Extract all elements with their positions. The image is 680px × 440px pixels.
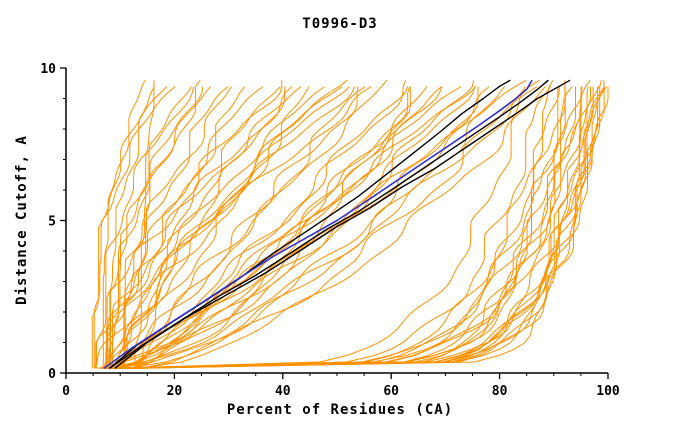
ensemble-curve <box>114 86 359 369</box>
ensemble-curve <box>104 86 372 369</box>
ensemble-curve <box>106 80 475 369</box>
ensemble-curve <box>106 86 204 369</box>
ensemble-curve <box>105 86 264 369</box>
ensemble-curve <box>101 86 582 369</box>
ensemble-curve <box>125 86 538 369</box>
ensemble-curve <box>95 86 356 369</box>
ensemble-curve <box>115 86 411 369</box>
ensemble-curve <box>137 86 428 369</box>
ensemble-curve <box>93 86 176 369</box>
ensemble-curve <box>123 86 343 369</box>
ensemble-curve <box>116 86 286 369</box>
ensemble-curve <box>96 86 195 369</box>
ensemble-curve <box>134 80 155 369</box>
ensemble-curve <box>104 86 232 369</box>
ensemble-curve <box>139 86 546 369</box>
x-tick-label: 0 <box>62 384 70 399</box>
ensemble-curve <box>133 86 443 369</box>
x-tick-label: 60 <box>383 384 399 399</box>
ensemble-curve <box>116 80 407 369</box>
series-model-blue <box>103 79 533 370</box>
y-axis-label: Distance Cutoff, A <box>14 135 30 305</box>
ensemble-curve <box>112 86 302 369</box>
x-tick-label: 40 <box>275 384 291 399</box>
series-model-black-2 <box>108 79 549 369</box>
ensemble-curves <box>91 79 609 369</box>
ensemble-curve <box>116 79 554 369</box>
y-tick-label: 10 <box>40 62 56 77</box>
ensemble-curve <box>110 86 211 369</box>
y-tick-label: 0 <box>48 367 56 382</box>
ensemble-curve <box>133 86 566 369</box>
ensemble-curve <box>115 86 594 369</box>
ensemble-curve <box>103 86 293 369</box>
ensemble-curve <box>116 86 582 369</box>
ensemble-curve <box>110 79 540 369</box>
ensemble-curve <box>106 86 477 369</box>
ensemble-curve <box>91 86 168 369</box>
ensemble-curve <box>133 86 476 369</box>
x-tick-label: 20 <box>167 384 183 399</box>
ensemble-curve <box>99 86 490 369</box>
ensemble-curve <box>117 86 366 369</box>
ensemble-curve <box>122 86 350 369</box>
ensemble-curve <box>94 80 283 369</box>
ensemble-curve <box>105 80 566 369</box>
x-axis-label: Percent of Residues (CA) <box>226 402 454 418</box>
ensemble-curve <box>98 86 411 369</box>
ensemble-curve <box>123 80 605 369</box>
chart-title: T0996-D3 <box>302 16 378 32</box>
series-model-black-3 <box>114 79 571 369</box>
ensemble-curve <box>102 79 146 369</box>
ensemble-curve <box>135 79 388 369</box>
axes: 0 20 40 60 80 100 0 5 10 <box>40 62 620 399</box>
highlighted-series <box>103 79 571 370</box>
ensemble-curve <box>114 86 576 369</box>
ensemble-curve <box>115 86 479 369</box>
ensemble-curve <box>108 86 325 369</box>
ensemble-curve <box>134 80 602 369</box>
ensemble-curve <box>100 86 609 369</box>
ensemble-curve <box>109 86 526 369</box>
x-tick-label: 100 <box>596 384 620 399</box>
ensemble-curve <box>118 86 573 369</box>
y-tick-label: 5 <box>48 215 56 230</box>
ensemble-curve <box>113 86 552 369</box>
ensemble-curve <box>116 86 608 369</box>
x-tick-label: 80 <box>492 384 508 399</box>
ensemble-curve <box>114 79 348 369</box>
ensemble-curve <box>122 86 281 369</box>
